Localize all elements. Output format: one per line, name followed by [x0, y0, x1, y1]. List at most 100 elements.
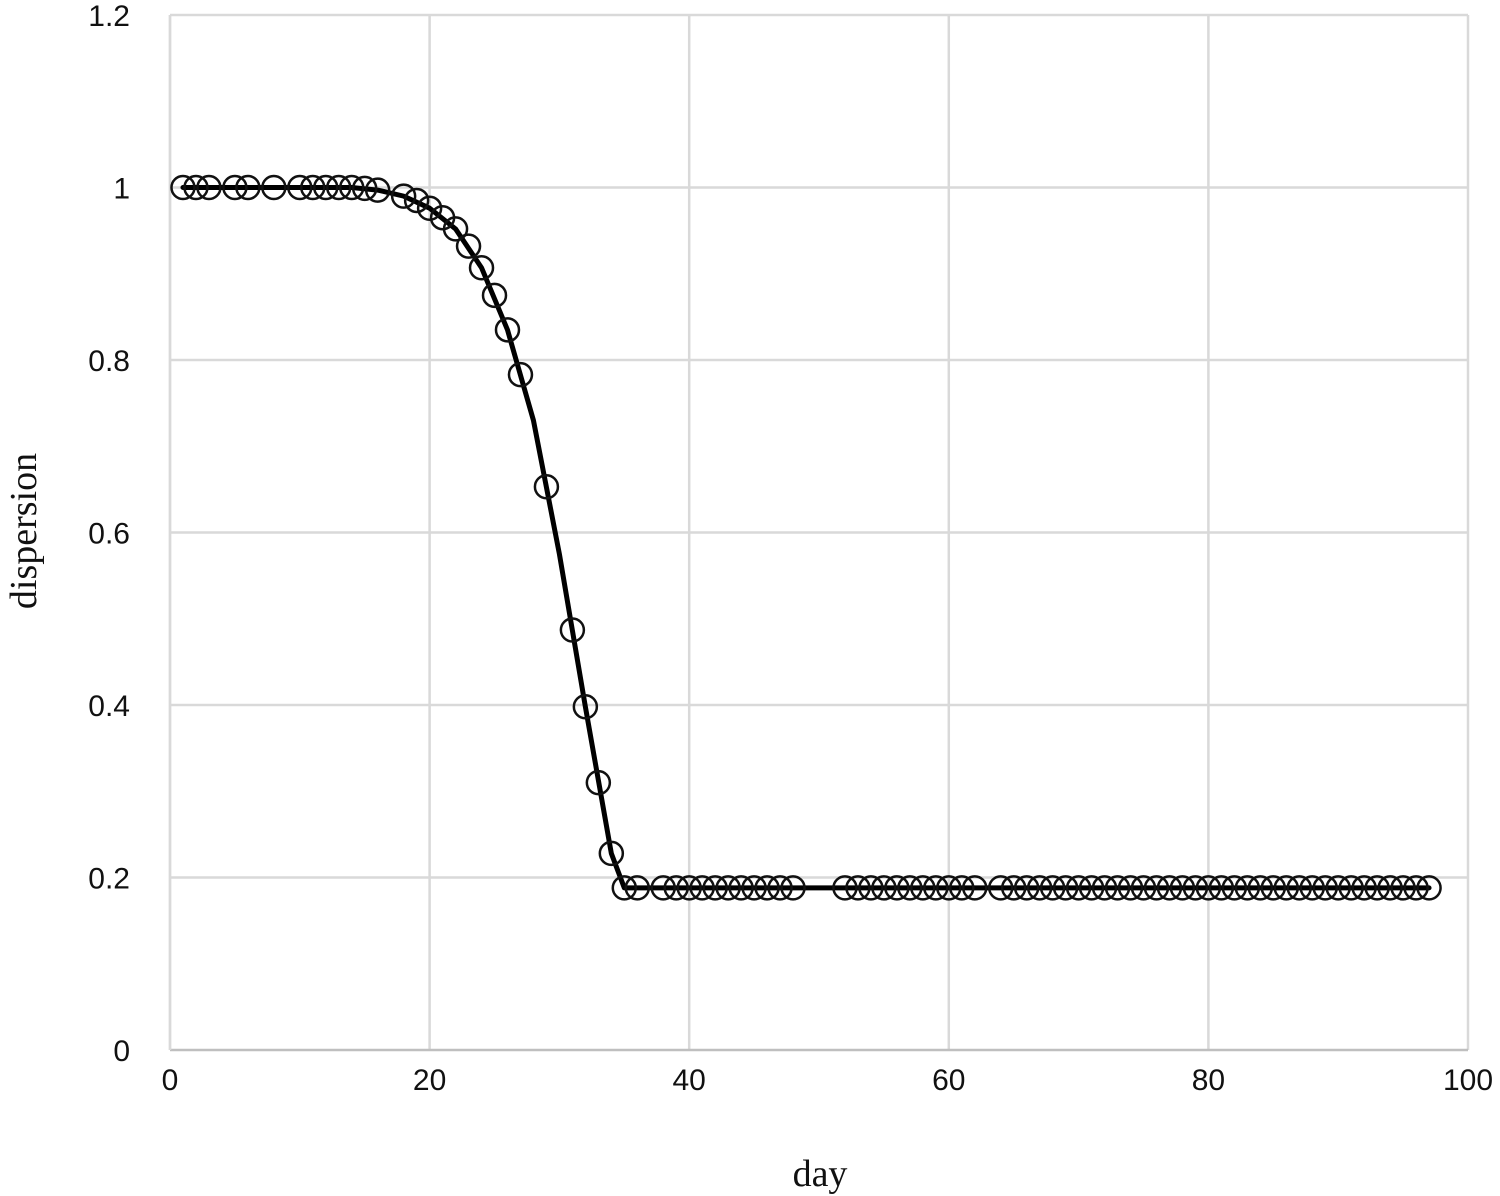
data-point [897, 875, 923, 901]
data-point [481, 282, 508, 309]
axes [168, 15, 1468, 1052]
fit-curve-line [180, 185, 1432, 891]
y-axis-title: dispersion [3, 453, 45, 609]
data-point [1208, 875, 1235, 901]
data-point [1182, 875, 1209, 901]
data-point [1052, 875, 1079, 901]
data-point [1390, 875, 1416, 901]
y-tick-label: 0.6 [88, 518, 130, 551]
data-point [1338, 875, 1364, 901]
data-point [741, 875, 767, 901]
data-point [663, 875, 689, 901]
data-point [1351, 875, 1377, 901]
data-point [1286, 875, 1313, 901]
data-point [845, 875, 871, 901]
data-point [1026, 875, 1053, 901]
data-point [442, 216, 469, 242]
data-point [170, 174, 196, 201]
x-tick-label: 100 [1443, 1064, 1493, 1097]
data-point [222, 174, 248, 201]
data-point [1403, 875, 1429, 901]
data-point [767, 875, 793, 901]
data-point [728, 875, 754, 901]
data-point [313, 174, 339, 201]
data-point [1169, 875, 1196, 901]
x-tick-label: 0 [162, 1064, 179, 1097]
data-point [559, 617, 586, 643]
data-point [676, 875, 702, 901]
data-point [364, 177, 391, 203]
y-tick-label: 1.2 [88, 0, 130, 33]
data-point [325, 174, 352, 201]
data-point [1234, 875, 1261, 901]
data-point [1299, 875, 1325, 901]
data-point [910, 875, 936, 901]
data-point [1000, 875, 1027, 901]
data-point [715, 875, 741, 901]
data-point [962, 875, 988, 901]
data-point [338, 174, 365, 201]
data-point [507, 361, 534, 388]
data-point [1195, 875, 1222, 901]
data-point [754, 875, 780, 901]
data-point [923, 875, 949, 901]
y-tick-label: 0 [113, 1035, 130, 1068]
y-tick-label: 1 [113, 173, 130, 206]
data-point [702, 875, 728, 901]
data-point [871, 875, 897, 901]
data-point [1143, 875, 1170, 901]
data-point [1065, 875, 1092, 901]
y-tick-label: 0.2 [88, 863, 130, 896]
data-point [884, 875, 910, 901]
data-point [1156, 875, 1183, 901]
data-point [196, 174, 222, 201]
data-point [1364, 875, 1390, 901]
data-point [624, 875, 651, 901]
data-point [261, 174, 287, 201]
x-tick-label: 20 [413, 1064, 446, 1097]
data-point [1013, 875, 1040, 901]
x-tick-label: 60 [932, 1064, 965, 1097]
data-point [1091, 875, 1118, 901]
data-point [1104, 875, 1131, 901]
data-point [832, 875, 858, 901]
y-tick-label: 0.4 [88, 690, 130, 723]
data-point [1247, 875, 1274, 901]
data-point [494, 317, 521, 343]
data-point [183, 174, 209, 201]
data-point [403, 187, 430, 214]
data-point [1377, 875, 1403, 901]
data-point [1416, 875, 1442, 901]
data-point [858, 875, 884, 901]
data-point [287, 174, 313, 201]
data-point [416, 195, 443, 221]
data-point [1260, 875, 1287, 901]
data-point [1325, 875, 1351, 901]
data-point [1273, 875, 1300, 901]
data-point [949, 875, 975, 901]
data-point [611, 875, 638, 901]
data-point [1039, 875, 1066, 901]
data-point [1078, 875, 1105, 901]
data-point [780, 875, 806, 901]
plot-area [170, 174, 1442, 901]
y-tick-label: 0.8 [88, 345, 130, 378]
data-point [235, 174, 261, 201]
data-point [300, 174, 326, 201]
x-tick-label: 80 [1192, 1064, 1225, 1097]
data-point [936, 875, 962, 901]
data-point [598, 840, 625, 867]
x-tick-label: 40 [673, 1064, 706, 1097]
data-point [1117, 875, 1144, 901]
data-point [689, 875, 715, 901]
data-point [585, 769, 612, 796]
tick-labels: 0 20 40 60 80 100 0 0.2 0.4 0.6 0.8 1 1.2 [88, 0, 1493, 1097]
data-point [1221, 875, 1248, 901]
data-point [455, 233, 482, 259]
data-point [533, 474, 560, 500]
data-point [468, 254, 495, 281]
data-point [987, 875, 1014, 901]
data-point [351, 175, 378, 202]
data-point [390, 183, 417, 209]
